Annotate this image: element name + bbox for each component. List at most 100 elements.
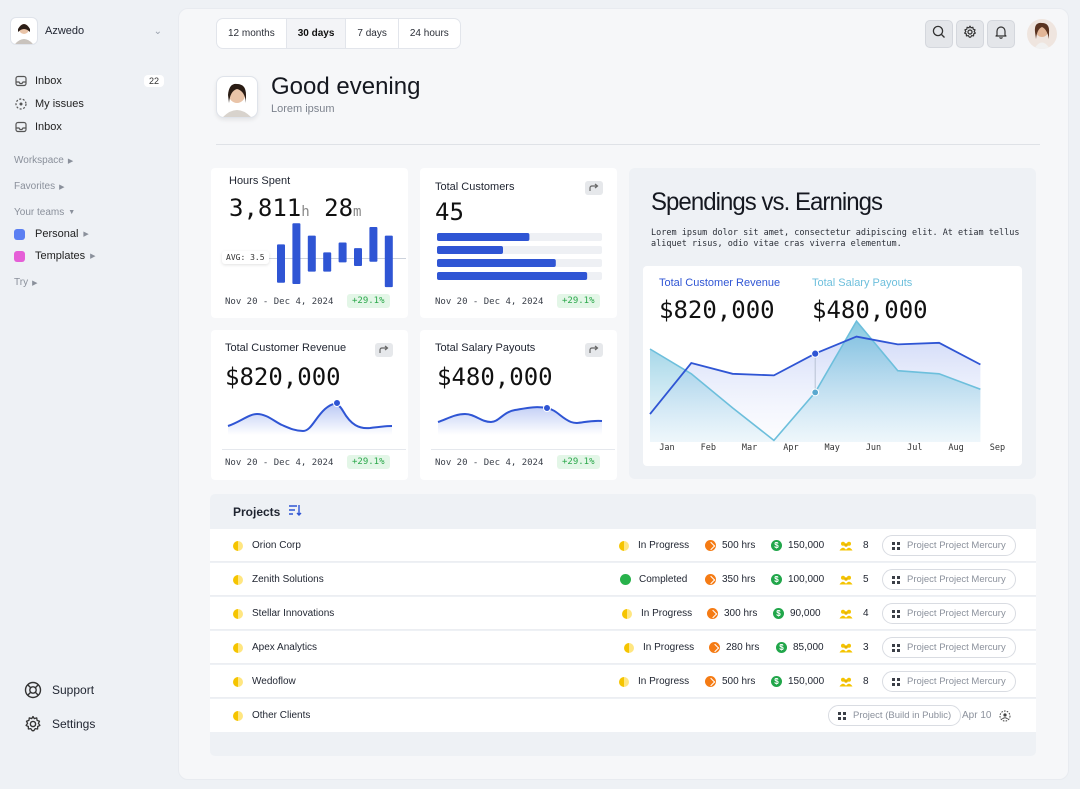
project-date: Apr 10 [962, 710, 992, 721]
workspace-switcher[interactable]: Azwedo ⌄ [10, 17, 162, 45]
customers-bar-chart [437, 233, 602, 280]
project-tag[interactable]: Project Project Mercury [882, 569, 1016, 590]
section-label: Try [14, 277, 29, 288]
caret-right-icon: ▶ [32, 279, 38, 287]
status-progress-icon [619, 540, 629, 551]
card-title: Hours Spent [229, 175, 291, 187]
share-icon [379, 341, 389, 359]
team-personal[interactable]: Personal ▶ [14, 225, 164, 243]
project-grid-icon [892, 575, 900, 584]
projects-title: Projects [233, 504, 281, 519]
project-amount: $100,000 [771, 563, 824, 596]
user-avatar[interactable] [1027, 19, 1057, 49]
notifications-button[interactable] [987, 20, 1015, 48]
sidebar-item-inbox[interactable]: Inbox 22 [14, 72, 164, 90]
section-workspace[interactable]: Workspace ▶ [14, 155, 73, 166]
project-name: Wedoflow [233, 665, 296, 698]
range-12-months[interactable]: 12 months [217, 19, 287, 48]
project-hours: 500 hrs [705, 665, 755, 698]
spendings-line-chart: Jan Feb Mar Apr May Jun Jul Aug Sep [649, 319, 1005, 453]
project-grid-icon [892, 643, 900, 652]
project-row[interactable]: Wedoflow In Progress 500 hrs $150,000 8 Proje… [210, 665, 1036, 698]
sidebar-item-label: Inbox [35, 75, 62, 87]
payout-point[interactable] [811, 388, 820, 397]
settings-link[interactable]: Settings [24, 714, 95, 734]
section-favorites[interactable]: Favorites ▶ [14, 181, 65, 192]
workspace-name: Azwedo [45, 25, 85, 37]
team-personal-icon [14, 228, 25, 240]
sidebar: Azwedo ⌄ Inbox 22 My issues Inbox Worksp… [0, 0, 176, 789]
range-7-days[interactable]: 7 days [346, 19, 399, 48]
project-tag[interactable]: Project Project Mercury [882, 535, 1016, 556]
section-try[interactable]: Try ▶ [14, 277, 37, 288]
sidebar-item-inbox-2[interactable]: Inbox [14, 118, 164, 136]
settings-button[interactable] [956, 20, 984, 48]
lifebuoy-icon [24, 681, 42, 699]
project-row-other[interactable]: Other Clients Project (Build in Public) Ap… [210, 699, 1036, 732]
project-members: 8 [839, 529, 869, 562]
sort-icon[interactable] [288, 504, 302, 519]
project-members: 5 [839, 563, 869, 596]
change-badge: +29.1% [557, 455, 600, 469]
project-row[interactable]: Stellar Innovations In Progress 300 hrs $90… [210, 597, 1036, 630]
caret-right-icon: ▶ [67, 157, 74, 165]
hours-bar [307, 235, 316, 272]
hours-bar [277, 244, 285, 283]
chevron-down-icon[interactable]: ⌄ [153, 25, 162, 37]
project-hours: 300 hrs [707, 597, 757, 630]
caret-right-icon: ▶ [90, 253, 96, 260]
project-grid-icon [838, 711, 846, 720]
payouts-area [438, 407, 602, 435]
project-row[interactable]: Zenith Solutions Completed 350 hrs $100,000… [210, 563, 1036, 596]
project-status: Completed [620, 563, 687, 596]
team-templates-icon [14, 250, 25, 262]
project-members: 3 [839, 631, 869, 664]
section-label: Workspace [14, 155, 64, 166]
dollar-icon: $ [771, 676, 782, 687]
card-divider [222, 449, 406, 450]
team-templates[interactable]: Templates ▶ [14, 247, 164, 265]
date-range: Nov 20 - Dec 4, 2024 [435, 458, 544, 468]
project-tag[interactable]: Project Project Mercury [882, 603, 1016, 624]
project-status: In Progress [624, 631, 694, 664]
project-tag[interactable]: Project (Build in Public) [828, 705, 962, 726]
x-tick-label: May [825, 443, 840, 453]
date-range: Nov 20 - Dec 4, 2024 [435, 297, 544, 307]
projects-header: Projects [233, 504, 302, 519]
project-name: Stellar Innovations [233, 597, 334, 630]
project-members: 4 [839, 597, 869, 630]
project-tag[interactable]: Project Project Mercury [882, 637, 1016, 658]
avg-label: AVG: 3.5 [222, 251, 269, 264]
revenue-marker [333, 399, 341, 407]
project-hours: 280 hrs [709, 631, 759, 664]
assignee-icon[interactable] [999, 699, 1011, 732]
support-label: Support [52, 683, 95, 697]
project-row[interactable]: Apex Analytics In Progress 280 hrs $85,000 3… [210, 631, 1036, 664]
project-name: Apex Analytics [233, 631, 317, 664]
hours-spent-value: 3,811h 28m [229, 194, 361, 222]
hours-icon [707, 608, 718, 619]
sidebar-item-my-issues[interactable]: My issues [14, 95, 164, 113]
team-icon [839, 541, 853, 551]
team-icon [839, 643, 853, 653]
hours-icon [705, 540, 716, 551]
project-row[interactable]: Orion Corp In Progress 500 hrs $150,000 8 Pro… [210, 529, 1036, 562]
range-24-hours[interactable]: 24 hours [409, 28, 449, 39]
team-label: Templates [35, 250, 86, 262]
range-30-days[interactable]: 30 days [286, 19, 347, 48]
section-label: Favorites [14, 181, 56, 192]
share-button[interactable] [375, 343, 393, 357]
team-label: Personal [35, 228, 79, 240]
share-button[interactable] [585, 343, 603, 357]
hours-bar [369, 227, 378, 262]
date-range: Nov 20 - Dec 4, 2024 [225, 297, 334, 307]
payouts-sparkline [437, 404, 603, 435]
support-link[interactable]: Support [24, 680, 94, 700]
share-button[interactable] [585, 181, 603, 195]
search-button[interactable] [925, 20, 953, 48]
section-your-teams[interactable]: Your teams ▼ [14, 207, 75, 218]
card-title: Total Salary Payouts [435, 342, 536, 354]
project-tag[interactable]: Project Project Mercury [882, 671, 1016, 692]
project-icon [233, 608, 243, 619]
revenue-point[interactable] [811, 349, 820, 358]
